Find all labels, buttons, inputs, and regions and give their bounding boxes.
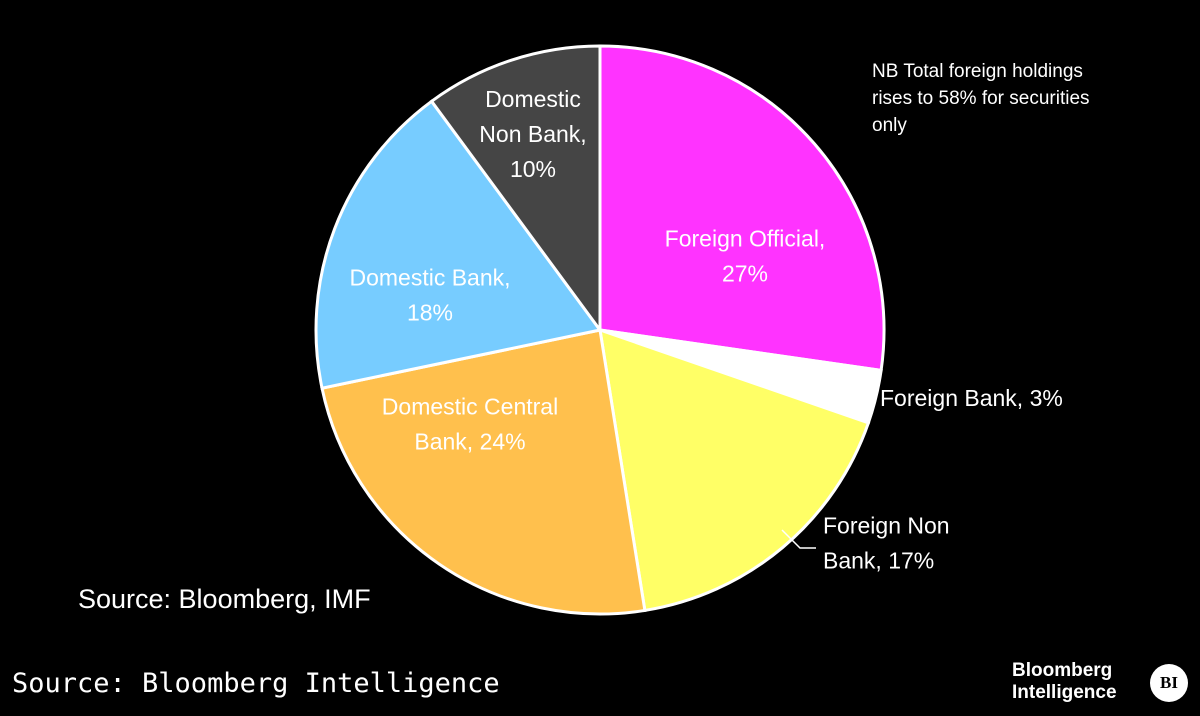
slice-label-0: Foreign Official, 27% [665,226,826,287]
leader-line-foreign-non-bank [781,529,816,549]
pie-slice-0 [598,44,886,373]
brand-logo-text: Bloomberg Intelligence [1012,660,1117,704]
annotation-line-1: NB Total foreign holdings [872,61,1083,82]
chart-source: Source: Bloomberg, IMF [78,584,371,614]
slice-label-5: Domestic Non Bank, 10% [479,86,586,182]
slice-label-4: Domestic Bank, 18% [349,265,510,326]
slice-label-3-line-1: Bank, 24% [414,429,525,455]
pie-slice-2 [598,327,871,613]
brand-badge-icon: BI [1150,664,1188,702]
footer-source: Source: Bloomberg Intelligence [12,668,500,699]
slice-label-5-line-1: Non Bank, [479,121,586,147]
annotation-line-3: only [872,115,907,136]
brand-line-1: Bloomberg [1012,660,1113,681]
slice-label-5-line-2: 10% [510,156,556,182]
pie-slice-3 [320,328,647,616]
slice-label-1-line-0: Foreign Bank, 3% [880,385,1063,411]
slice-label-4-line-0: Domestic Bank, [349,265,510,291]
annotation-note: NB Total foreign holdings rises to 58% f… [872,58,1182,139]
annotation-line-2: rises to 58% for securities [872,88,1090,109]
slice-label-1: Foreign Bank, 3% [880,385,1063,411]
slice-label-2-line-0: Foreign Non [823,513,950,539]
pie-slice-5 [429,44,602,335]
slice-label-2-line-1: Bank, 17% [823,548,934,574]
slice-label-5-line-0: Domestic [485,86,581,112]
slice-label-3-line-0: Domestic Central [382,394,558,420]
slice-label-0-line-0: Foreign Official, [665,226,826,252]
slice-label-2: Foreign Non Bank, 17% [823,513,950,574]
pie-slice-4 [314,99,603,390]
slice-label-4-line-1: 18% [407,300,453,326]
brand-line-2: Intelligence [1012,682,1117,703]
slice-label-0-line-1: 27% [722,261,768,287]
slice-label-3: Domestic Central Bank, 24% [382,394,558,455]
